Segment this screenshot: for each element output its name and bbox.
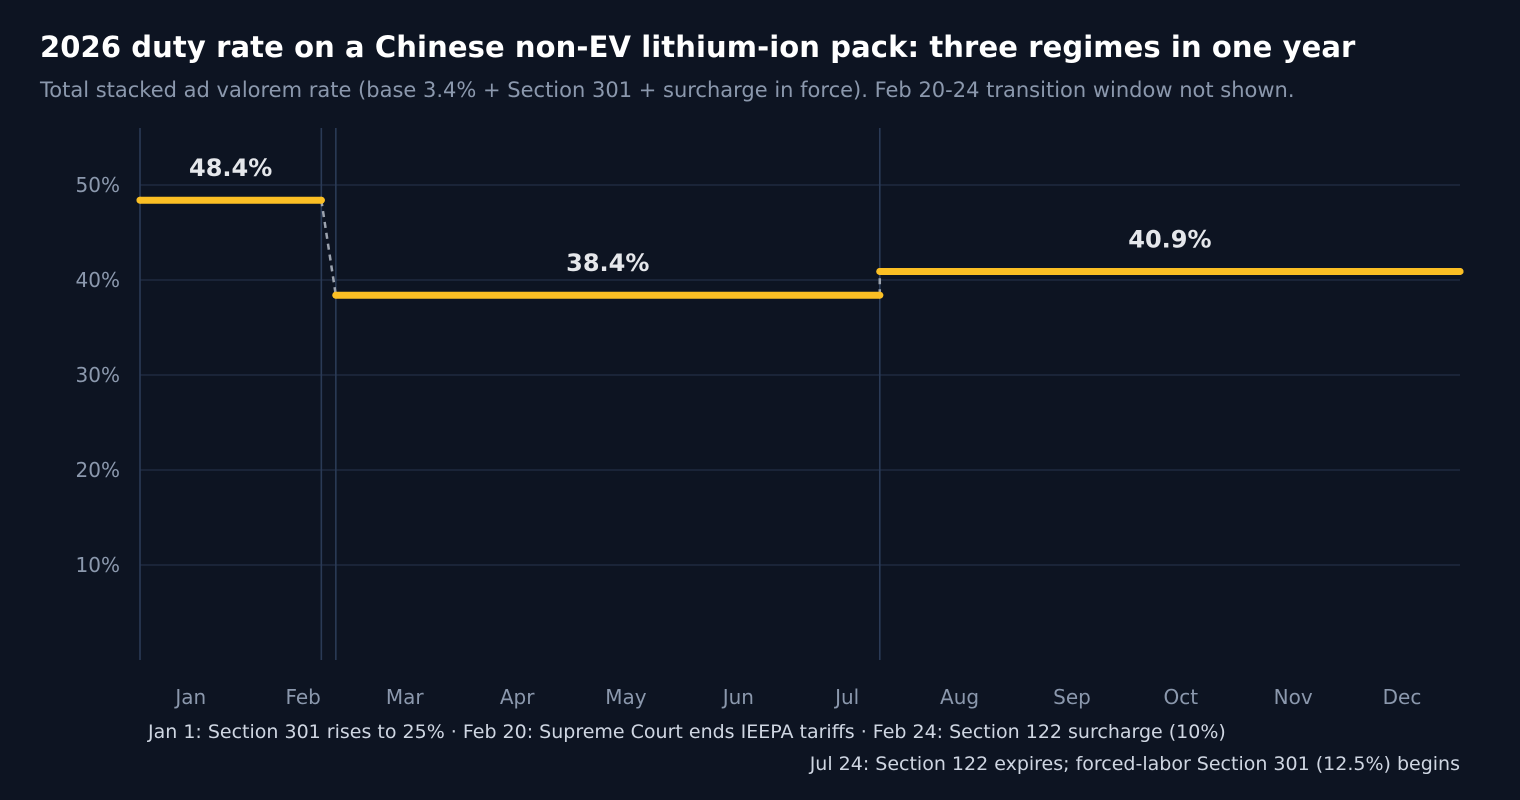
event-lines [139, 128, 881, 660]
transition-line-0 [320, 200, 338, 296]
x-tick-label: Jul [833, 685, 859, 709]
y-tick-label: 30% [76, 363, 120, 387]
segment-start-point-1 [332, 291, 340, 299]
x-tick-label: Jan [173, 685, 206, 709]
x-tick-label: Nov [1274, 685, 1313, 709]
y-tick-label: 20% [76, 458, 120, 482]
segment-end-point-2 [1456, 267, 1464, 275]
y-tick-label: 40% [76, 268, 120, 292]
x-axis-ticks: Jan Feb Mar Apr May Jun Jul Aug Sep Oct Nov Dec [173, 685, 1421, 709]
x-tick-label: Oct [1163, 685, 1198, 709]
segment-start-point-2 [876, 267, 884, 275]
transitions [320, 200, 882, 296]
footnote-line-1: Jan 1: Section 301 rises to 25% · Feb 20… [148, 721, 1226, 743]
segment-end-point-0 [317, 196, 325, 204]
x-tick-label: Feb [285, 685, 320, 709]
x-tick-label: Jun [721, 685, 754, 709]
x-tick-label: Sep [1053, 685, 1091, 709]
chart-subtitle: Total stacked ad valorem rate (base 3.4%… [40, 78, 1295, 102]
rate-value-label-0: 48.4% [189, 154, 272, 182]
y-tick-label: 50% [76, 173, 120, 197]
segment-start-point-0 [136, 196, 144, 204]
segment-end-point-1 [876, 291, 884, 299]
x-tick-label: Dec [1383, 685, 1422, 709]
grid [140, 184, 1460, 566]
rate-value-label-1: 38.4% [566, 249, 649, 277]
rate-segments [136, 196, 1464, 299]
x-tick-label: Aug [940, 685, 979, 709]
x-tick-label: May [605, 685, 647, 709]
x-tick-label: Apr [500, 685, 535, 709]
chart-title: 2026 duty rate on a Chinese non-EV lithi… [40, 30, 1356, 64]
y-tick-label: 10% [76, 553, 120, 577]
rate-value-label-2: 40.9% [1128, 225, 1211, 253]
x-tick-label: Mar [386, 685, 425, 709]
y-axis-ticks: 10% 20% 30% 40% 50% [76, 173, 120, 577]
footnote-line-2: Jul 24: Section 122 expires; forced-labo… [809, 753, 1460, 775]
rate-labels: 48.4% 38.4% 40.9% [189, 154, 1211, 277]
